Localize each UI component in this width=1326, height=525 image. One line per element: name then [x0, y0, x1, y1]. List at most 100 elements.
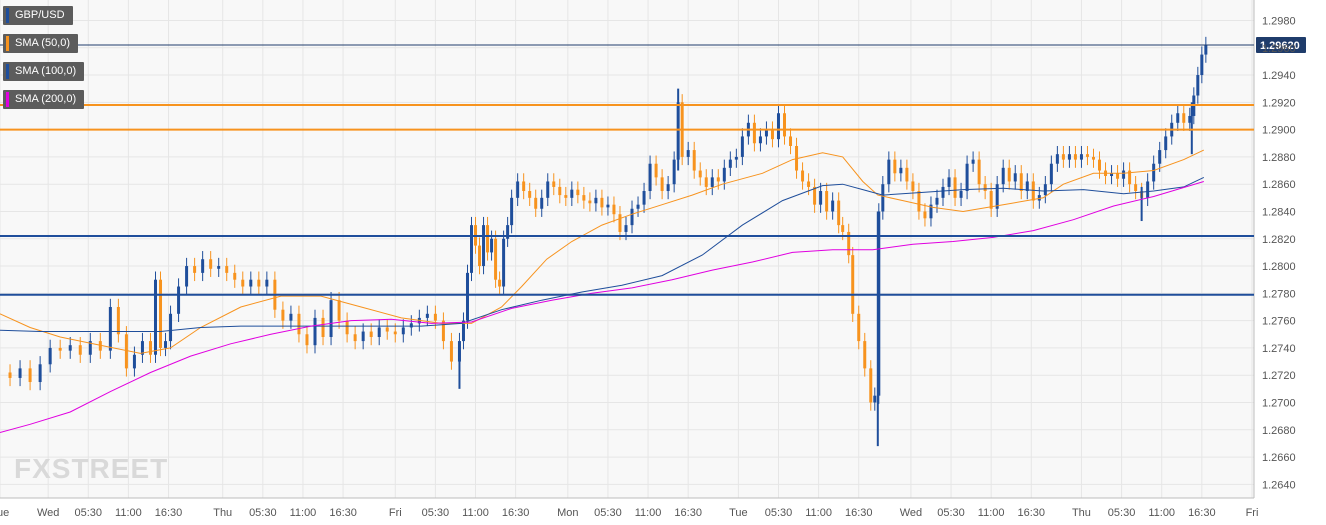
candle-body	[490, 238, 494, 253]
candle-body	[1019, 173, 1023, 192]
candle-body	[825, 191, 829, 212]
candle-body	[552, 181, 556, 187]
x-tick-label: Tue	[729, 507, 748, 519]
candle-body	[1128, 170, 1132, 185]
x-tick-label: 05:30	[249, 507, 277, 519]
candle-body	[1031, 181, 1035, 201]
candle-body	[654, 163, 658, 178]
x-tick-label: Thu	[1072, 507, 1091, 519]
candle-body	[132, 354, 136, 369]
candle-body	[193, 266, 197, 273]
candle-body	[959, 191, 963, 198]
current-price-badge	[1256, 37, 1306, 54]
candle-body	[441, 320, 445, 342]
y-tick-label: 1.2740	[1262, 343, 1296, 355]
candle-body	[1001, 167, 1005, 185]
y-tick-label: 1.2660	[1262, 452, 1296, 464]
candle-body	[516, 181, 520, 198]
x-tick-label: Wed	[37, 507, 59, 519]
candle-body	[758, 136, 762, 144]
candle-body	[486, 225, 490, 253]
candle-body	[465, 272, 469, 321]
candle-body	[1110, 173, 1114, 177]
candle-body	[576, 189, 580, 196]
candle-body	[686, 150, 690, 157]
candle-body	[393, 331, 397, 335]
candle-body	[837, 200, 841, 226]
candle-body	[600, 197, 604, 208]
x-tick-label: 05:30	[422, 507, 450, 519]
candle-body	[1200, 54, 1204, 76]
candle-body	[947, 177, 951, 187]
candle-body	[377, 327, 381, 338]
y-tick-label: 1.2900	[1262, 125, 1296, 137]
candle-body	[209, 259, 213, 269]
candle-body	[636, 204, 640, 209]
x-tick-label: 16:30	[329, 507, 357, 519]
candle-body	[911, 181, 915, 192]
x-tick-label: Tue	[0, 507, 9, 519]
candle-body	[1013, 173, 1017, 182]
legend-item: GBP/USD	[3, 6, 73, 25]
candle-body	[18, 368, 22, 378]
candle-body	[522, 181, 526, 192]
y-tick-label: 1.2640	[1262, 479, 1296, 491]
candle-body	[433, 313, 437, 321]
legend-item: SMA (200,0)	[3, 90, 85, 109]
candle-body	[1164, 136, 1168, 151]
candle-body	[983, 184, 987, 192]
candle-body	[558, 186, 562, 196]
candle-body	[534, 197, 538, 209]
candle-body	[1055, 154, 1059, 164]
candle-body	[612, 204, 616, 215]
y-tick-label: 1.2800	[1262, 261, 1296, 273]
candle-body	[510, 197, 514, 226]
candle-body	[722, 167, 726, 182]
candle-body	[624, 225, 628, 232]
candle-body	[740, 136, 744, 157]
candle-body	[789, 136, 793, 146]
candle-body	[564, 195, 568, 198]
candle-body	[409, 323, 413, 328]
candle-body	[546, 181, 550, 198]
candle-body	[776, 113, 780, 140]
candle-body	[225, 266, 229, 273]
legend-label: GBP/USD	[15, 9, 65, 21]
candle-body	[1091, 156, 1095, 160]
candle-body	[265, 279, 269, 287]
candle-body	[470, 225, 474, 273]
candle-body	[58, 347, 62, 351]
legend-swatch	[6, 36, 9, 51]
candle-body	[989, 191, 993, 209]
x-tick-label: 11:00	[115, 507, 142, 519]
candle-body	[881, 184, 885, 212]
candle-body	[801, 170, 805, 182]
candle-body	[1188, 115, 1192, 123]
sma-line	[0, 181, 1204, 433]
y-tick-label: 1.2960	[1262, 43, 1296, 55]
x-tick-label: 16:30	[1018, 507, 1046, 519]
candle-body	[233, 272, 237, 280]
candle-body	[863, 341, 867, 369]
candle-body	[971, 159, 975, 164]
candle-body	[153, 279, 157, 355]
candle-body	[807, 181, 811, 187]
candle-body	[841, 225, 845, 232]
y-tick-label: 1.2940	[1262, 70, 1296, 82]
candle-body	[124, 334, 128, 369]
candle-body	[648, 163, 652, 192]
x-tick-label: 05:30	[75, 507, 103, 519]
candle-body	[241, 279, 245, 287]
legend-label: SMA (50,0)	[15, 37, 71, 49]
candle-body	[1152, 163, 1156, 182]
candle-body	[257, 279, 261, 287]
y-tick-label: 1.2880	[1262, 152, 1296, 164]
x-tick-label: 16:30	[1188, 507, 1216, 519]
candle-body	[148, 341, 152, 355]
x-tick-label: Wed	[900, 507, 922, 519]
candle-body	[321, 317, 325, 338]
candle-body	[1025, 181, 1029, 192]
candle-body	[494, 238, 498, 280]
